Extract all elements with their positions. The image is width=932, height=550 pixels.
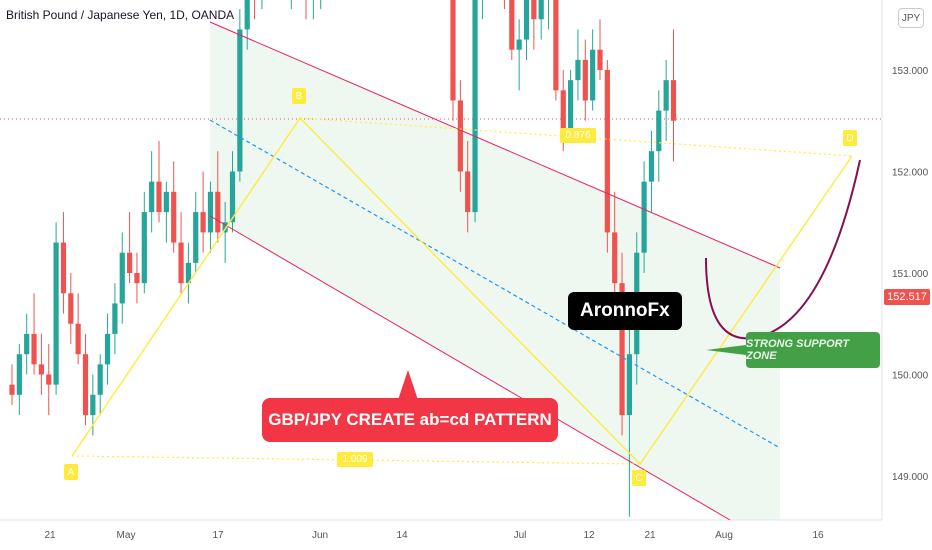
candle-body — [149, 181, 155, 213]
candle-body — [141, 212, 147, 284]
point-c-label: C — [632, 470, 646, 486]
candle-body — [200, 212, 206, 233]
candle-body — [53, 242, 59, 385]
support-pointer — [706, 345, 746, 355]
support-zone-label: STRONG SUPPORT ZONE — [746, 332, 880, 368]
candles — [9, 0, 677, 517]
candle-body — [31, 333, 37, 365]
point-a-label: A — [64, 464, 78, 480]
candle-body — [560, 90, 566, 131]
candle-body — [207, 191, 214, 233]
callout-pointer — [398, 370, 418, 400]
bc-ratio-label: 0.876 — [560, 128, 596, 143]
point-d-label: D — [843, 130, 857, 146]
candle-body — [619, 283, 625, 416]
candle-body — [178, 242, 184, 284]
candle-body — [457, 100, 463, 172]
time-tick-label: May — [117, 530, 136, 541]
candle-body — [244, 0, 250, 30]
candle-body — [68, 293, 74, 324]
candle-body — [97, 364, 103, 395]
candle-body — [523, 0, 530, 40]
candle-body — [24, 333, 30, 355]
candle-body — [38, 364, 44, 375]
ac-ratio-label: 1.009 — [337, 452, 373, 467]
price-tick-label: 152.000 — [892, 168, 929, 179]
price-tick-label: 151.000 — [892, 269, 929, 280]
candle-body — [465, 171, 471, 213]
candle-body — [127, 252, 133, 273]
time-tick-label: Aug — [715, 530, 733, 541]
candle-body — [215, 191, 221, 233]
price-tick-label: 149.000 — [892, 472, 929, 483]
candle-body — [104, 333, 111, 365]
candle-body — [82, 354, 89, 416]
channel-lower-line — [209, 215, 731, 521]
candle-body — [641, 181, 647, 253]
candle-body — [531, 0, 537, 20]
candle-body — [229, 171, 236, 223]
candle-body — [656, 110, 662, 152]
price-tick-label: 153.000 — [892, 66, 929, 77]
candle-body — [222, 222, 228, 233]
pattern-callout: GBP/JPY CREATE ab=cd PATTERN — [262, 398, 558, 442]
candle-body — [171, 191, 177, 243]
candle-body — [75, 323, 81, 355]
time-tick-label: 21 — [644, 530, 656, 541]
candle-body — [553, 0, 559, 91]
candle-body — [472, 0, 478, 213]
candle-body — [604, 70, 610, 233]
candle-body — [237, 29, 243, 172]
candle-body — [568, 80, 574, 131]
time-tick-label: 12 — [583, 530, 595, 541]
candle-body — [156, 181, 162, 213]
candle-body — [112, 303, 118, 334]
candle-body — [663, 80, 669, 111]
abcd-pattern — [71, 116, 853, 466]
time-tick-label: 21 — [44, 530, 56, 541]
candle-body — [46, 374, 52, 385]
price-tick-label: 150.000 — [892, 371, 929, 382]
candle-body — [582, 59, 588, 101]
candle-body — [648, 151, 655, 182]
channel-midline — [209, 119, 781, 449]
candle-body — [516, 39, 522, 50]
channel-area — [210, 22, 780, 520]
author-watermark: AronnoFx — [568, 292, 682, 330]
candle-body — [90, 394, 96, 416]
time-tick-label: Jul — [514, 530, 527, 541]
time-tick-label: 14 — [396, 530, 408, 541]
candle-body — [509, 0, 515, 50]
candle-body — [119, 252, 125, 304]
currency-badge[interactable]: JPY — [898, 8, 924, 28]
candle-body — [9, 384, 15, 395]
chart-title: British Pound / Japanese Yen, 1D, OANDA — [6, 8, 235, 22]
time-tick-label: Jun — [312, 530, 328, 541]
time-tick-label: 16 — [812, 530, 824, 541]
candle-body — [16, 354, 22, 395]
last-price-tag: 152.517 — [884, 289, 930, 305]
channel-upper-line — [209, 21, 781, 269]
candle-body — [538, 0, 544, 20]
point-b-label: B — [292, 88, 306, 104]
candle-body — [163, 191, 169, 213]
time-tick-label: 17 — [212, 530, 224, 541]
candle-body — [575, 59, 581, 81]
candle-body — [60, 242, 67, 294]
candle-body — [134, 273, 140, 284]
candle-body — [597, 49, 603, 70]
candle-body — [185, 262, 191, 284]
candle-body — [670, 80, 677, 121]
candle-body — [193, 212, 199, 263]
candle-body — [450, 0, 456, 101]
candle-body — [590, 49, 596, 101]
channel-fill — [210, 22, 780, 520]
candle-body — [626, 354, 632, 416]
candle-body — [612, 232, 618, 284]
